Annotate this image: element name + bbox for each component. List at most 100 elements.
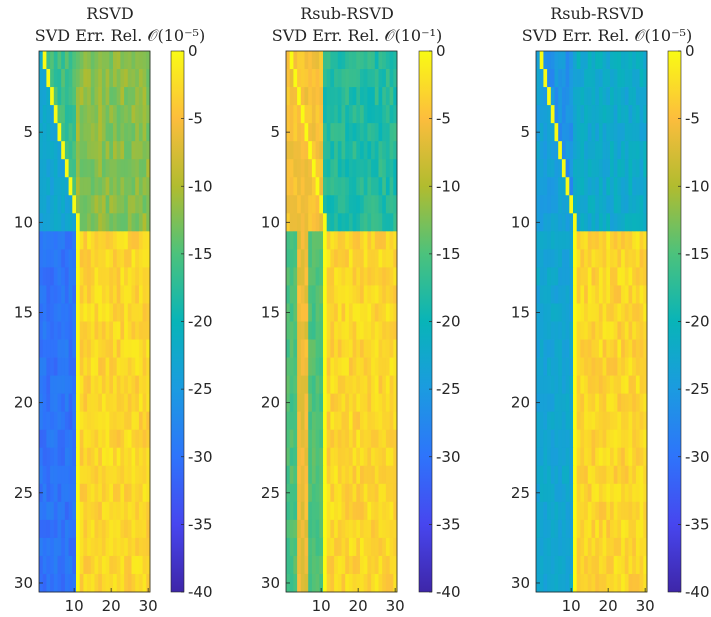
heatmap-cell (363, 303, 368, 322)
heatmap-cell (124, 87, 129, 106)
heatmap-cell (135, 429, 140, 449)
heatmap-cell (561, 249, 566, 268)
heatmap-cell (113, 141, 118, 160)
heatmap-cell (341, 213, 346, 232)
heatmap-cell (61, 411, 66, 431)
heatmap-cell (385, 501, 390, 521)
heatmap-cell (606, 267, 611, 286)
heatmap-cell (57, 141, 62, 160)
heatmap-cell (536, 519, 541, 539)
heatmap-cell (293, 141, 298, 160)
heatmap-cell (90, 285, 95, 304)
heatmap-cell (297, 231, 302, 250)
heatmap-cell (352, 573, 357, 593)
heatmap-cell (319, 267, 324, 286)
heatmap-cell (131, 51, 136, 70)
heatmap-cell (90, 213, 95, 232)
heatmap-cell (628, 447, 633, 467)
heatmap-cell (308, 357, 313, 376)
heatmap-cell (300, 213, 305, 232)
heatmap-cell (326, 105, 331, 124)
heatmap-cell (323, 249, 328, 268)
heatmap-cell (330, 87, 335, 106)
heatmap-cell (356, 177, 361, 196)
heatmap-cell (90, 105, 95, 124)
heatmap-cell (109, 429, 114, 449)
heatmap-cell (289, 483, 294, 503)
heatmap-cell (297, 123, 302, 142)
heatmap-cell (378, 87, 383, 106)
heatmap-cell (61, 537, 66, 557)
heatmap-cell (109, 141, 114, 160)
heatmap-cell (109, 249, 114, 268)
colorbar-tick-label: -5 (436, 110, 451, 128)
heatmap-cell (72, 357, 77, 376)
heatmap-cell (348, 393, 353, 413)
heatmap-cell (367, 537, 372, 557)
heatmap-cell (591, 123, 596, 142)
heatmap-cell (116, 339, 121, 358)
heatmap-cell (113, 393, 118, 413)
heatmap-cell (584, 357, 589, 376)
heatmap-cell (61, 123, 66, 142)
heatmap-cell (371, 87, 376, 106)
heatmap-cell (42, 321, 47, 340)
heatmap-cell (580, 285, 585, 304)
heatmap-cell (345, 69, 350, 88)
heatmap-cell (42, 411, 47, 431)
heatmap-cell (341, 87, 346, 106)
heatmap-cell (543, 141, 548, 160)
heatmap-cell (341, 411, 346, 431)
heatmap-cell (286, 357, 291, 376)
heatmap-cell (539, 195, 544, 214)
heatmap-cell (50, 231, 55, 250)
heatmap-cell (635, 105, 640, 124)
heatmap-cell (643, 573, 648, 593)
heatmap-cell (98, 447, 103, 467)
heatmap-cell (613, 159, 618, 178)
heatmap-cell (371, 231, 376, 250)
heatmap-cell (334, 303, 339, 322)
heatmap-cell (382, 393, 387, 413)
heatmap-cell (293, 267, 298, 286)
heatmap-cell (580, 51, 585, 70)
heatmap-cell (389, 303, 394, 322)
heatmap-cell (46, 537, 51, 557)
heatmap-cell (76, 411, 81, 431)
y-tick-label: 15 (261, 303, 280, 321)
panel-rsvd: RSVD SVD Err. Rel. 𝒪(10⁻⁵) 5101520253010… (14, 4, 213, 615)
colorbar-tick-label: -10 (685, 177, 710, 195)
heatmap-cell (120, 249, 125, 268)
heatmap-cell (363, 141, 368, 160)
heatmap-cell (293, 537, 298, 557)
heatmap-cell (356, 375, 361, 395)
heatmap-cell (639, 537, 644, 557)
heatmap-cell (138, 105, 143, 124)
heatmap-cell (565, 195, 570, 214)
heatmap-cell (348, 123, 353, 142)
heatmap-cell (610, 375, 615, 395)
heatmap-cell (330, 357, 335, 376)
heatmap-cell (323, 267, 328, 286)
heatmap-cell (606, 159, 611, 178)
heatmap-cell (341, 231, 346, 250)
heatmap-cell (554, 339, 559, 358)
heatmap-cell (624, 375, 629, 395)
heatmap-cell (293, 411, 298, 431)
heatmap-cell (576, 249, 581, 268)
heatmap-cell (367, 483, 372, 503)
heatmap-cell (643, 177, 648, 196)
heatmap-cell (61, 195, 66, 214)
heatmap-cell (606, 213, 611, 232)
heatmap-cell (385, 321, 390, 340)
heatmap-cell (580, 411, 585, 431)
heatmap-cell (341, 321, 346, 340)
heatmap-cell (547, 51, 552, 70)
heatmap-cell (297, 447, 302, 467)
heatmap-cells (286, 51, 398, 593)
heatmap-cell (53, 51, 58, 70)
heatmap-cell (613, 393, 618, 413)
heatmap-cell (635, 69, 640, 88)
heatmap-cell (382, 501, 387, 521)
heatmap-cell (127, 177, 132, 196)
